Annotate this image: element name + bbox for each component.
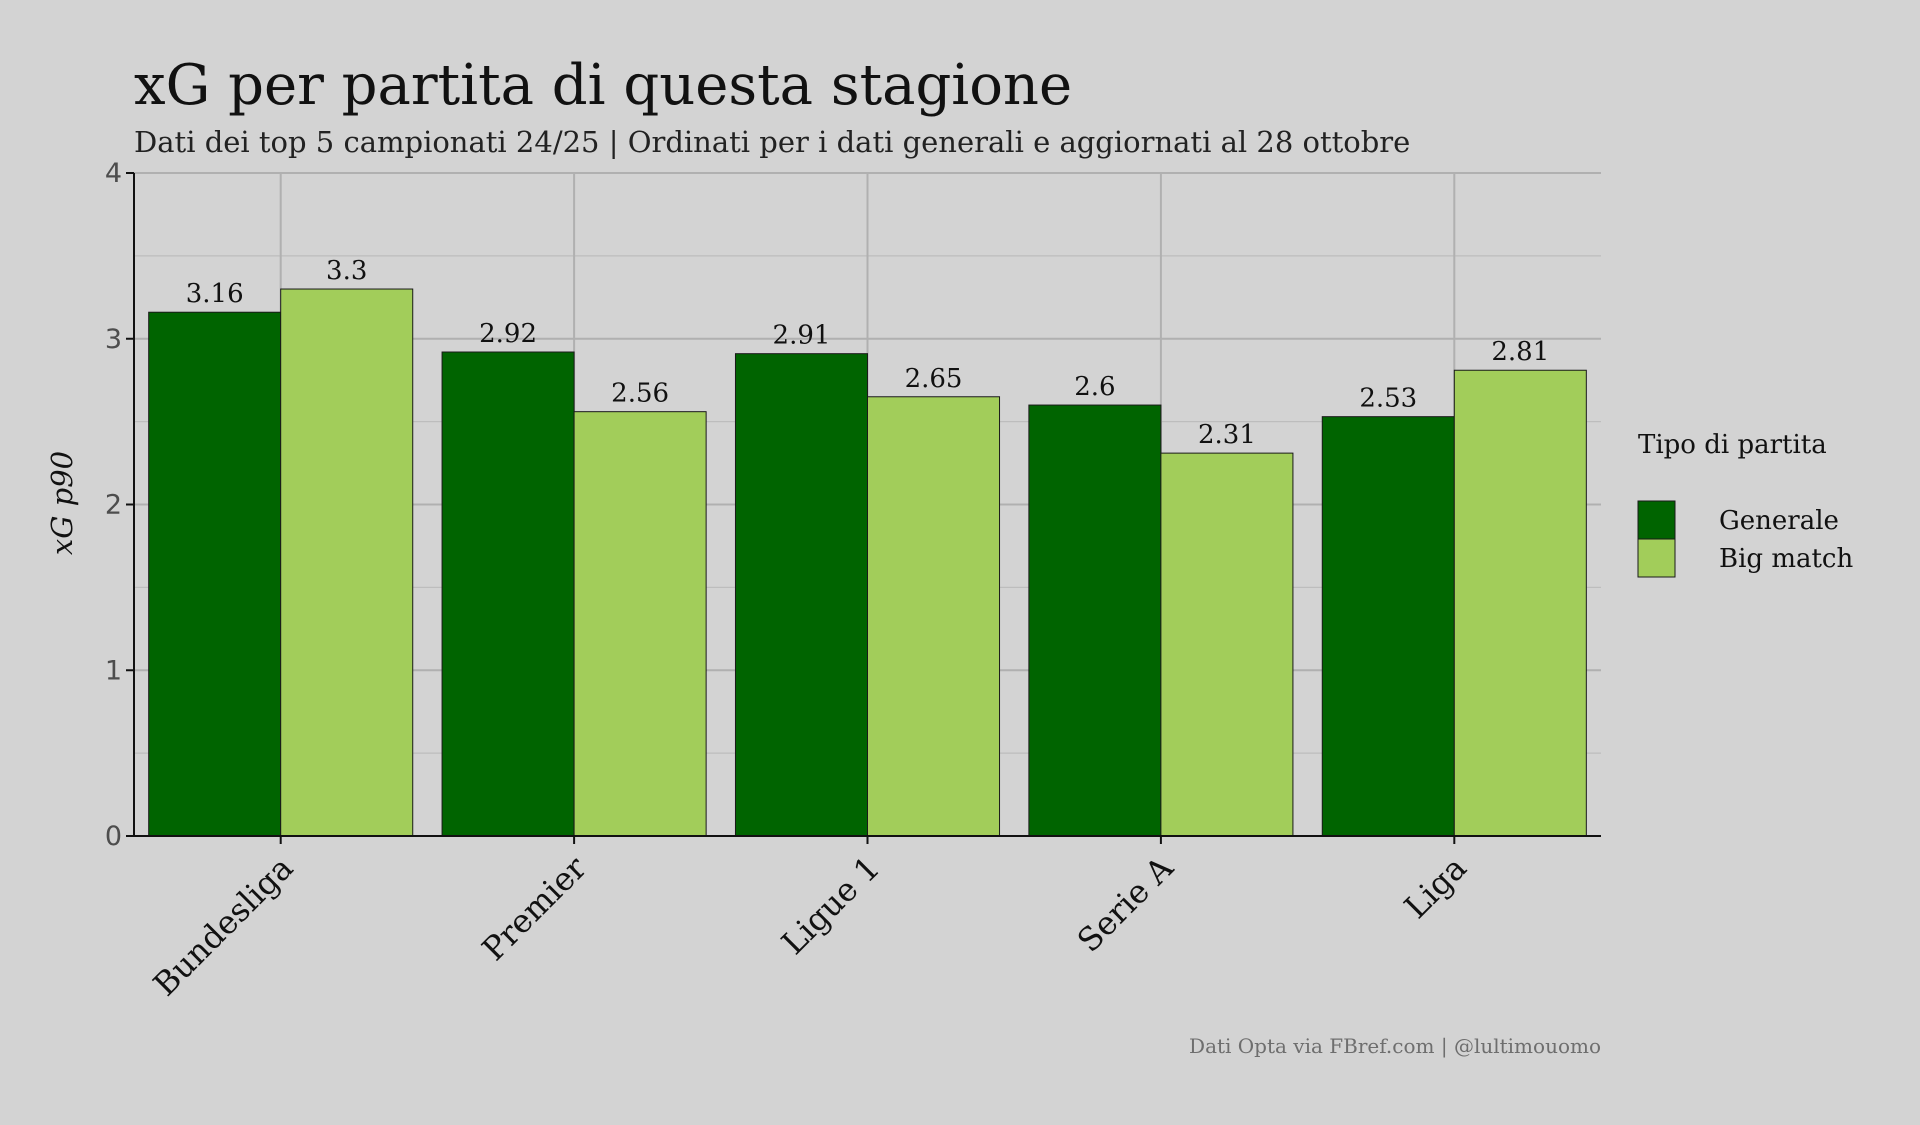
x-tick-label: Ligue 1 [774, 849, 887, 962]
legend-swatch-big-match [1637, 538, 1676, 578]
data-label: 2.92 [479, 319, 537, 349]
legend-label: Big match [1719, 544, 1853, 574]
y-tick-label: 0 [105, 821, 122, 852]
data-label: 2.53 [1359, 384, 1417, 414]
chart-subtitle: Dati dei top 5 campionati 24/25 | Ordina… [134, 125, 1410, 159]
data-label: 2.6 [1074, 372, 1115, 402]
y-axis-title: xG p90 [45, 451, 79, 555]
bar-generale-ligue-1 [734, 353, 868, 837]
data-label: 3.3 [326, 256, 367, 286]
x-tick-label: Premier [475, 848, 595, 968]
bar-generale-liga [1321, 416, 1455, 837]
bar-big-match-ligue-1 [867, 396, 1001, 837]
bar-big-match-bundesliga [280, 288, 414, 837]
bar-big-match-serie-a [1160, 452, 1294, 837]
data-label: 2.31 [1198, 420, 1256, 450]
x-tick-label: Liga [1397, 849, 1474, 926]
data-label: 2.81 [1491, 337, 1549, 367]
legend: Tipo di partita Generale Big match [1637, 430, 1853, 578]
legend-swatch-generale [1637, 500, 1676, 540]
y-tick-label: 1 [105, 655, 122, 686]
chart-caption: Dati Opta via FBref.com | @lultimouomo [1189, 1034, 1601, 1059]
chart-title: xG per partita di questa stagione [134, 53, 1072, 118]
bar-big-match-premier [573, 411, 707, 837]
y-tick-label: 4 [105, 158, 122, 189]
y-tick-label: 3 [105, 324, 122, 355]
data-label: 2.65 [905, 364, 963, 394]
bar-generale-premier [441, 351, 575, 837]
bars: 3.16 2.92 2.91 2.6 2.53 3.3 2.56 2.65 2.31 2.81 [148, 256, 1587, 837]
data-label: 3.16 [186, 279, 244, 309]
data-label: 2.91 [773, 321, 831, 351]
legend-label: Generale [1719, 506, 1839, 536]
bar-generale-bundesliga [148, 311, 282, 837]
x-tick-label: Bundesliga [146, 849, 301, 1004]
legend-title: Tipo di partita [1638, 430, 1827, 460]
y-tick-label: 2 [105, 490, 122, 521]
bar-generale-serie-a [1028, 404, 1162, 837]
x-tick-label: Serie A [1070, 848, 1181, 959]
data-label: 2.56 [611, 379, 669, 409]
bar-big-match-liga [1453, 369, 1587, 837]
